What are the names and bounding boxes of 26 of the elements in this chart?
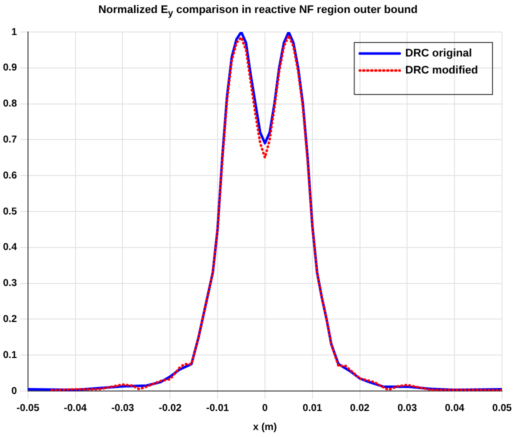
y-tick-label: 0.5 [2, 206, 18, 218]
legend-label: DRC modified [405, 64, 478, 77]
x-tick-label: 0.05 [492, 402, 512, 414]
y-tick-label: 1 [11, 26, 18, 38]
x-tick-label: -0.04 [64, 402, 88, 414]
y-tick-label: 0.1 [2, 350, 18, 361]
legend-label: DRC original [405, 48, 472, 60]
chart-title: Normalized E$_{y}$ comparison in reactive NF region outer bound [97, 4, 419, 18]
y-tick-label: 0.7 [2, 134, 18, 146]
x-tick-label: -0.01 [206, 402, 230, 414]
x-tick-label: 0.04 [444, 402, 465, 414]
x-tick-label: 0 [262, 402, 268, 414]
x-axis-title: x (m) [253, 422, 277, 433]
x-tick-label: -0.03 [111, 402, 135, 414]
x-tick-label: -0.05 [16, 402, 40, 414]
y-tick-label: 0.3 [2, 278, 18, 290]
y-tick-label: 0.8 [2, 98, 18, 110]
x-tick-label: 0.01 [302, 402, 323, 414]
y-tick-label: 0.9 [2, 62, 18, 74]
x-tick-label: 0.02 [350, 402, 370, 414]
x-tick-label: 0.03 [397, 402, 418, 414]
y-tick-label: 0.2 [2, 314, 18, 325]
y-tick-label: 0.6 [2, 170, 18, 182]
y-tick-label: 0 [11, 386, 18, 397]
x-tick-label: -0.02 [158, 402, 182, 414]
y-tick-label: 0.4 [2, 242, 18, 254]
